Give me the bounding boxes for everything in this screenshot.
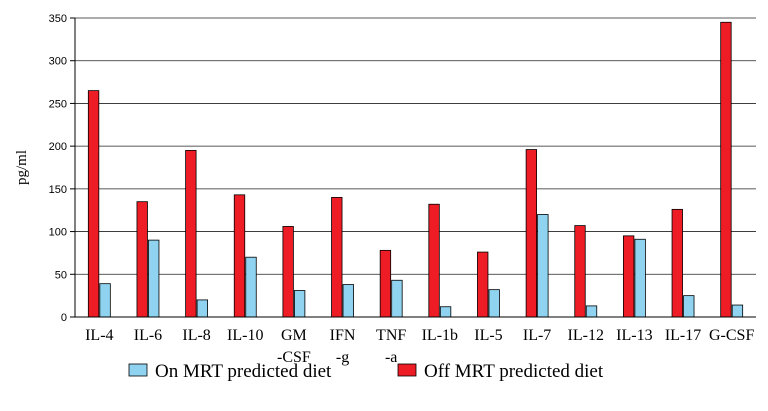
legend: On MRT predicted diet Off MRT predicted d… xyxy=(128,361,604,382)
bar-off-10 xyxy=(574,225,586,318)
category-label: IL-5 xyxy=(474,327,502,344)
bar-off-2 xyxy=(185,150,197,318)
category-label: IL-8 xyxy=(182,327,210,344)
bar-on-12 xyxy=(683,295,695,318)
y-axis-ticks: 0 50 100 150 200 250 300 350 xyxy=(49,13,75,324)
bar-on-4 xyxy=(293,290,306,318)
category-labels: IL-4 IL-6 IL-8 IL-10 GM -CSF IFN -g TNF -a IL-1b IL… xyxy=(85,327,754,366)
bar-off-1 xyxy=(136,201,148,318)
category-label: IL-13 xyxy=(616,327,652,344)
bar-on-8 xyxy=(488,289,500,318)
bar-off-12 xyxy=(671,208,683,318)
legend-swatch xyxy=(128,363,148,377)
bar-off-11 xyxy=(622,235,635,318)
category-label: -a xyxy=(385,349,397,366)
bar-off-6 xyxy=(379,249,392,318)
bar-off-8 xyxy=(477,251,489,318)
bar-off-5 xyxy=(331,196,343,318)
bar-on-13 xyxy=(731,304,744,318)
bar-on-6 xyxy=(391,279,403,318)
bar-off-3 xyxy=(233,194,246,318)
category-label: IL-7 xyxy=(523,327,551,344)
bar-off-4 xyxy=(282,226,294,318)
legend-label: On MRT predicted diet xyxy=(155,361,332,382)
bar-on-2 xyxy=(196,299,209,318)
bar-on-7 xyxy=(439,306,452,318)
category-label: IL-10 xyxy=(227,327,263,344)
bar-on-9 xyxy=(537,214,549,318)
category-label: IL-17 xyxy=(665,327,701,344)
y-tick-label: 100 xyxy=(49,227,67,239)
y-tick-label: 0 xyxy=(61,312,67,324)
category-label: -g xyxy=(336,349,349,366)
bar-off-13 xyxy=(720,21,732,318)
bar-off-0 xyxy=(87,90,100,318)
bar-on-11 xyxy=(634,238,646,318)
y-tick-label: 300 xyxy=(49,56,67,68)
category-label: TNF xyxy=(376,327,406,344)
category-label: GM xyxy=(281,327,307,344)
bar-on-1 xyxy=(148,239,160,318)
y-tick-label: 200 xyxy=(49,141,67,153)
y-tick-label: 250 xyxy=(49,98,67,110)
bar-on-10 xyxy=(585,305,598,318)
y-tick-label: 50 xyxy=(55,269,67,281)
bar-on-3 xyxy=(245,256,257,318)
category-label: IL-1b xyxy=(422,327,458,344)
category-label: G-CSF xyxy=(709,327,754,344)
legend-swatch xyxy=(397,363,417,377)
bar-on-0 xyxy=(99,283,111,318)
y-tick-label: 350 xyxy=(49,13,67,25)
category-label: -CSF xyxy=(277,349,311,366)
y-axis-label: pg/ml xyxy=(14,150,30,185)
y-tick-label: 150 xyxy=(49,184,67,196)
bar-off-7 xyxy=(428,203,440,318)
bar-off-9 xyxy=(525,149,538,318)
gridlines xyxy=(75,17,756,275)
category-label: IL-4 xyxy=(85,327,113,344)
category-label: IFN xyxy=(330,327,356,344)
legend-label: Off MRT predicted diet xyxy=(424,361,604,382)
category-label: IL-6 xyxy=(134,327,162,344)
bar-on-5 xyxy=(342,284,354,318)
category-label: IL-12 xyxy=(568,327,604,344)
bars xyxy=(87,21,744,318)
